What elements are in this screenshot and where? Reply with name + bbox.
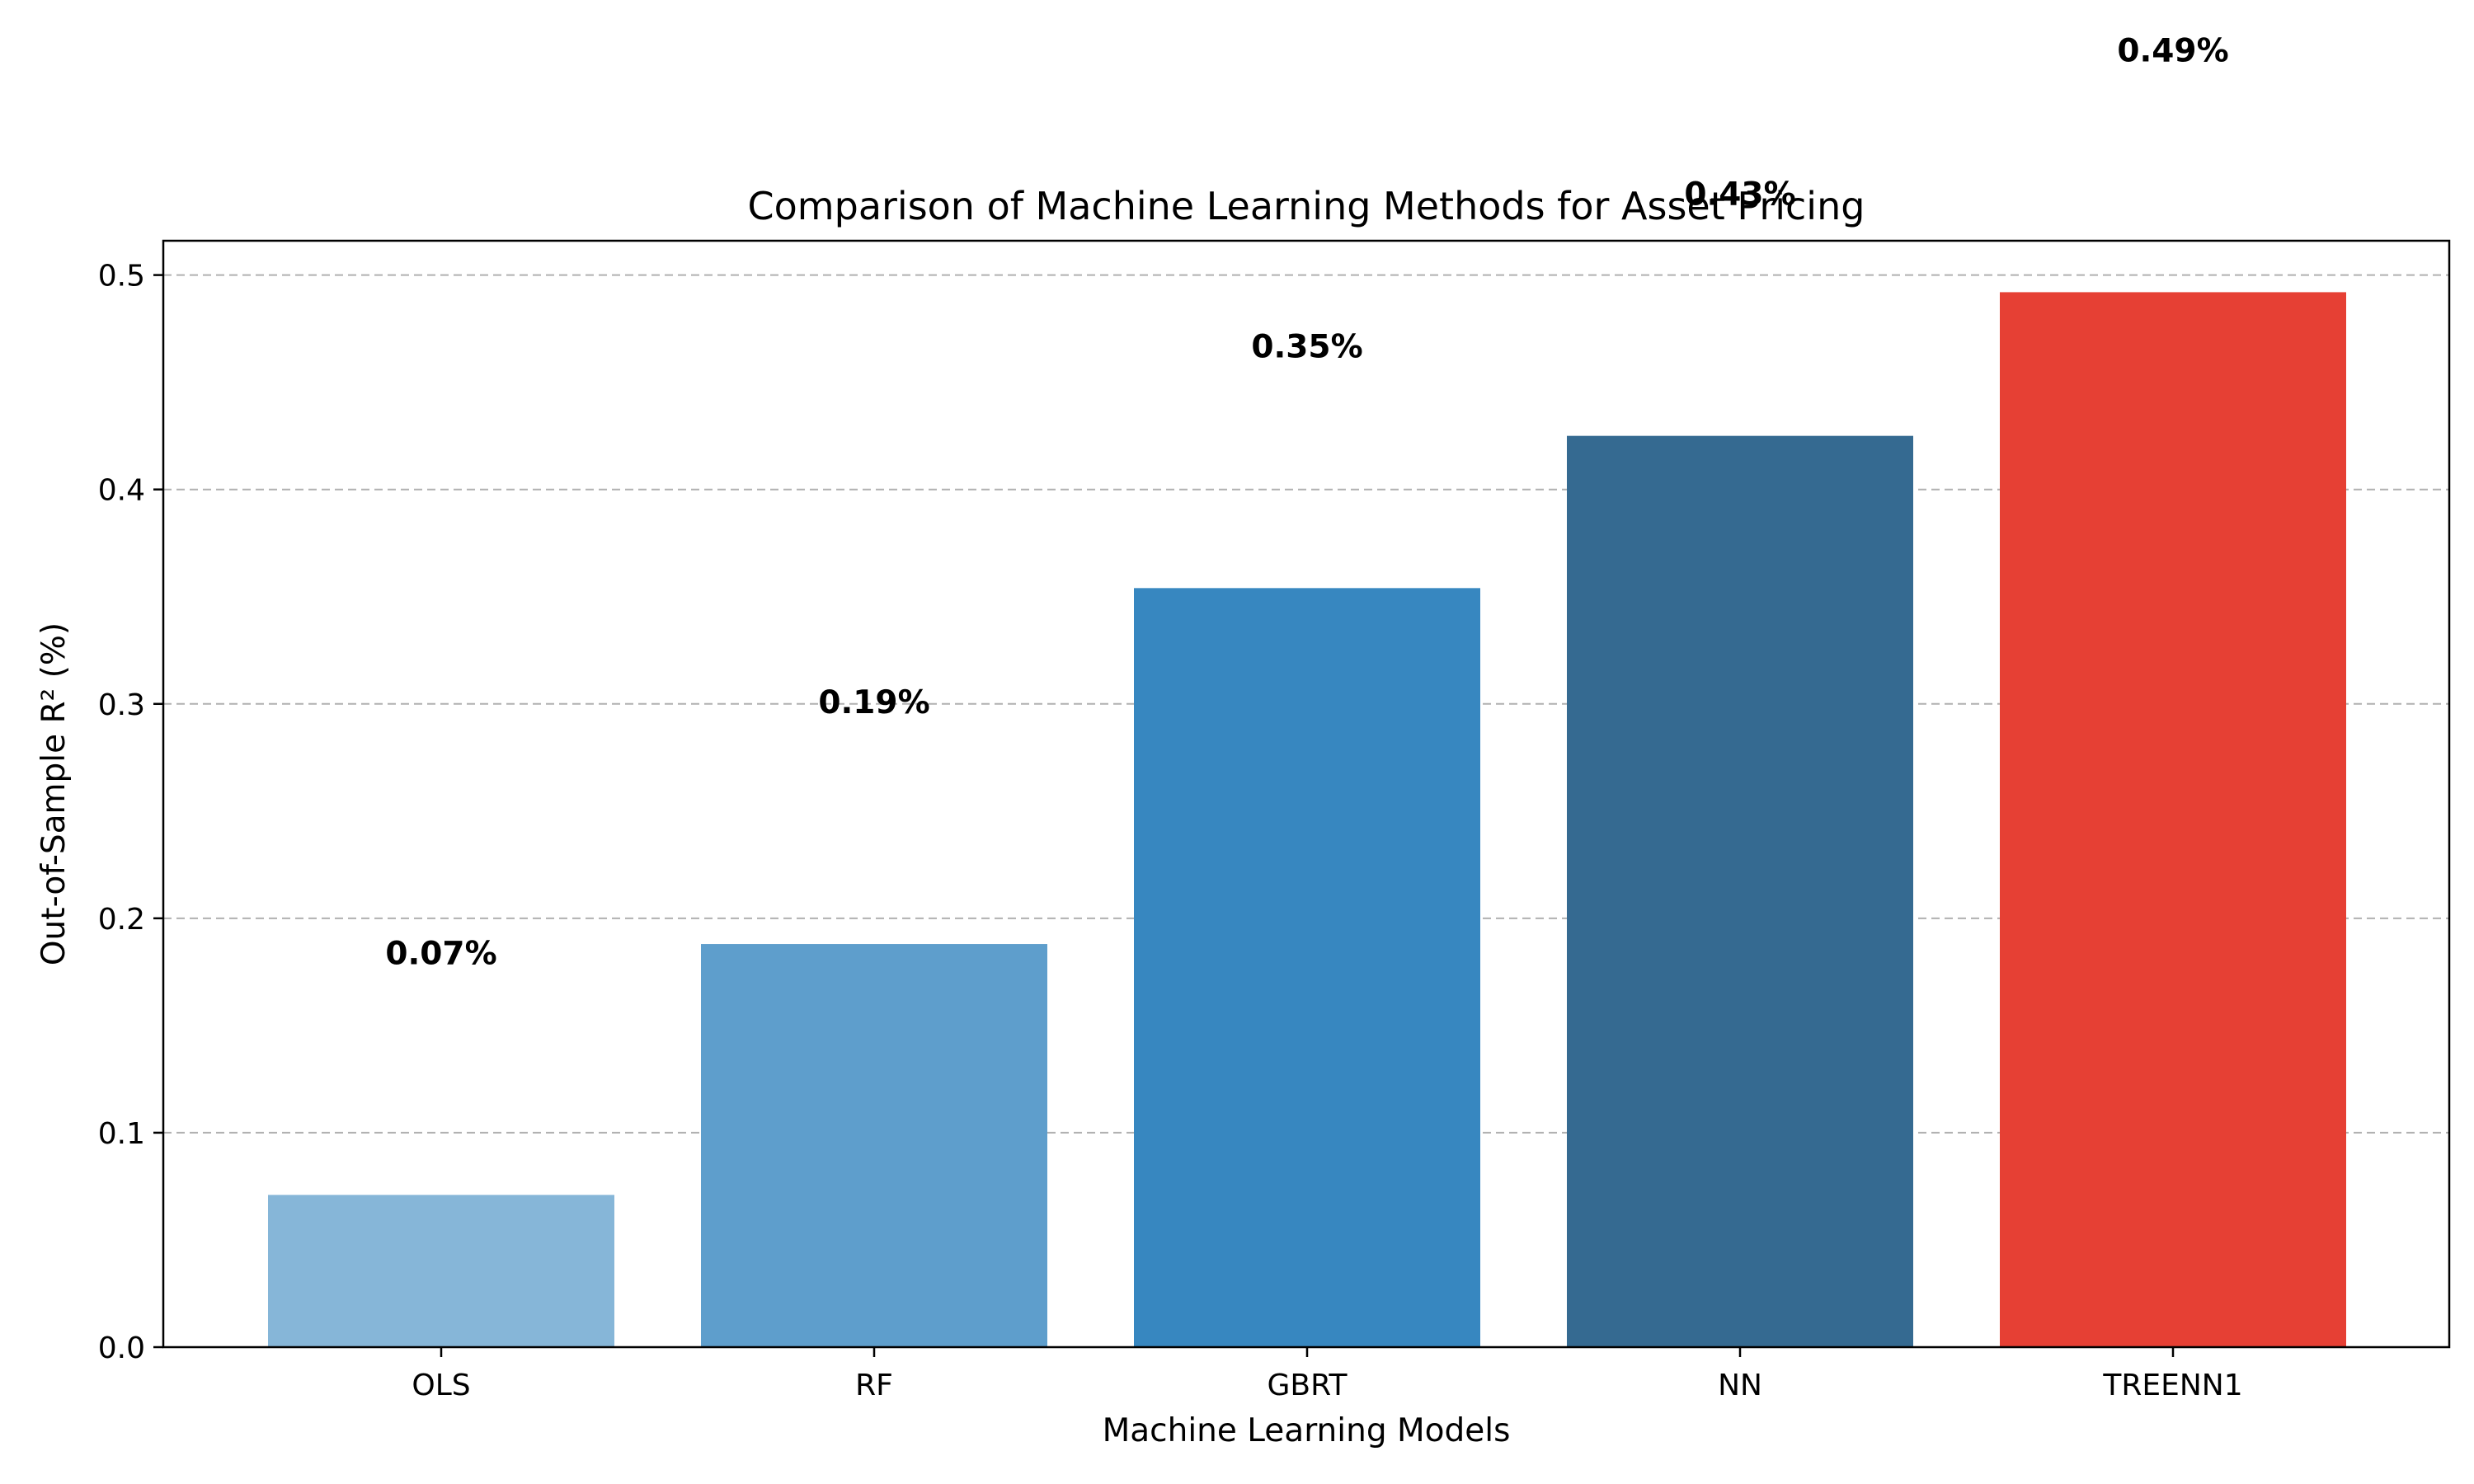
bar-gbrt [1134,588,1480,1347]
x-tick-label: NN [1718,1369,1762,1402]
bar-rf [701,944,1047,1347]
bars [268,292,2346,1348]
y-axis-label: Out-of-Sample R² (%) [35,622,73,965]
x-axis-ticks: OLS RF GBRT NN TREENN1 [412,1347,2243,1402]
x-tick-label: RF [855,1369,893,1402]
y-tick-label: 0.0 [98,1331,145,1365]
y-tick-label: 0.5 [98,260,145,294]
data-label-rf: 0.19% [818,684,929,721]
y-tick-label: 0.4 [98,474,145,508]
x-axis-label: Machine Learning Models [1103,1412,1511,1449]
data-label-gbrt: 0.35% [1251,328,1362,365]
x-tick-label: TREENN1 [2102,1369,2242,1402]
data-labels: 0.07% 0.19% 0.35% 0.43% 0.49% [385,32,2228,972]
bar-nn [1567,435,1913,1347]
chart-title: Comparison of Machine Learning Methods f… [748,184,1865,228]
data-label-treenn1: 0.49% [2117,32,2228,69]
y-axis-ticks: 0.0 0.1 0.2 0.3 0.4 0.5 [98,260,163,1365]
y-tick-label: 0.1 [98,1117,145,1151]
y-tick-label: 0.2 [98,903,145,937]
x-tick-label: GBRT [1268,1369,1348,1402]
bar-treenn1 [2000,292,2346,1348]
data-label-nn: 0.43% [1684,176,1795,214]
y-tick-label: 0.3 [98,688,145,722]
data-label-ols: 0.07% [385,935,496,972]
bar-ols [268,1195,614,1347]
x-tick-label: OLS [412,1369,470,1402]
